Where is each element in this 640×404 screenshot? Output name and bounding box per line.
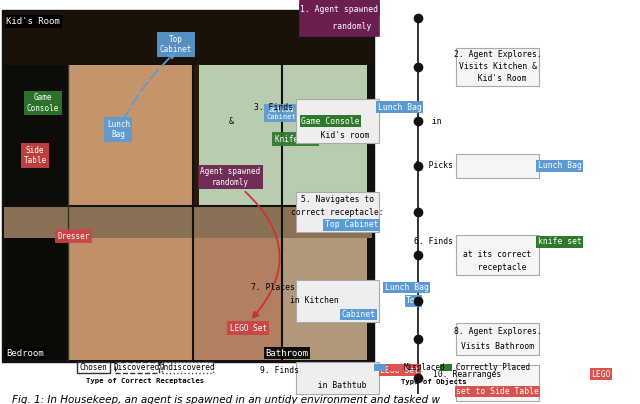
Text: 7. Places: 7. Places [251,283,300,292]
Text: 2. Agent Explores.: 2. Agent Explores. [454,50,541,59]
Text: Kid's Room: Kid's Room [468,74,527,83]
Text: Bathroom: Bathroom [266,349,308,358]
Text: Correctly Placed: Correctly Placed [456,363,530,372]
Text: Bedroom: Bedroom [6,349,44,358]
Bar [115,362,159,373]
Text: 3. Finds: 3. Finds [253,103,298,112]
Bar [4,238,68,360]
Text: in Kitchen: in Kitchen [290,297,344,305]
FancyBboxPatch shape [456,234,539,275]
Text: Visits Bathroom: Visits Bathroom [461,343,534,351]
Bar [193,238,282,360]
Text: Kid's room: Kid's room [306,131,369,140]
Text: knife set: knife set [538,237,582,246]
Text: &: & [229,117,239,126]
Bar [4,12,372,65]
FancyBboxPatch shape [296,280,379,322]
FancyBboxPatch shape [300,0,379,36]
Text: Knife Set: Knife Set [275,135,317,144]
Text: in Bathtub: in Bathtub [308,381,367,390]
Text: Dresser: Dresser [58,232,90,241]
FancyBboxPatch shape [456,365,539,401]
Bar [440,364,452,371]
Text: Side
Table: Side Table [24,146,47,165]
Text: set to Side Table: set to Side Table [456,387,539,396]
Text: Cabinet: Cabinet [341,310,376,319]
Bar [199,65,367,206]
FancyBboxPatch shape [456,48,539,86]
Bar [4,65,68,206]
Text: Fig. 1: In Housekeep, an agent is spawned in an untidy environment and tasked w: Fig. 1: In Housekeep, an agent is spawne… [12,395,440,404]
Text: receptacle: receptacle [468,263,527,272]
Text: Lunch Bag: Lunch Bag [385,283,429,292]
Text: Type of Correct Receptacles: Type of Correct Receptacles [86,378,204,384]
Text: LEGO: LEGO [591,370,611,379]
Text: 10. Rearranges: 10. Rearranges [433,370,506,379]
Text: in: in [427,117,442,126]
Text: LEGO Set: LEGO Set [230,324,267,332]
Text: 6. Finds: 6. Finds [413,237,458,246]
Text: at its correct: at its correct [463,250,532,259]
FancyBboxPatch shape [296,192,379,232]
Text: Lunch Bag: Lunch Bag [378,103,422,112]
Text: Kitchen: Kitchen [301,17,339,26]
Text: 8. Agent Explores.: 8. Agent Explores. [454,327,541,336]
Text: Top
Cabinet: Top Cabinet [160,35,192,54]
Text: Misplaced: Misplaced [403,363,445,372]
Text: correct receptacle:: correct receptacle: [291,208,384,217]
Text: randomly: randomly [307,22,371,31]
Bar [162,362,213,373]
FancyBboxPatch shape [296,99,379,143]
Text: Undiscovered: Undiscovered [160,363,215,372]
Text: 1. Agent spawned: 1. Agent spawned [300,5,378,14]
Text: Lunch
Bag: Lunch Bag [107,120,130,139]
Bar [77,362,110,373]
Text: 4. Picks: 4. Picks [413,161,458,170]
Text: Type of Objects: Type of Objects [401,378,467,385]
Bar [282,238,367,360]
FancyBboxPatch shape [296,362,379,393]
Text: 9. Finds: 9. Finds [260,366,304,375]
FancyBboxPatch shape [456,154,539,178]
Bar [68,65,193,206]
Text: LEGO Set: LEGO Set [380,366,419,375]
Text: 5. Navigates to: 5. Navigates to [301,195,374,204]
Bar [4,206,372,238]
Bar [2,10,374,362]
FancyBboxPatch shape [456,323,539,356]
Text: Bottom
Cabinet: Bottom Cabinet [267,107,296,120]
Text: Lunch Bag: Lunch Bag [538,161,582,170]
Text: Top: Top [406,297,421,305]
Bar [374,364,386,371]
Text: Chosen: Chosen [79,363,108,372]
Text: Kid's Room: Kid's Room [6,17,60,26]
Text: Top Cabinet: Top Cabinet [324,221,378,229]
Bar [193,65,199,206]
Text: Discovered: Discovered [114,363,160,372]
Text: Game Console: Game Console [301,117,360,126]
Text: Game
Console: Game Console [27,93,59,113]
Text: Agent spawned
randomly: Agent spawned randomly [200,167,260,187]
Text: Visits Kitchen &: Visits Kitchen & [459,62,536,71]
Bar [388,364,399,371]
Bar [68,238,193,360]
